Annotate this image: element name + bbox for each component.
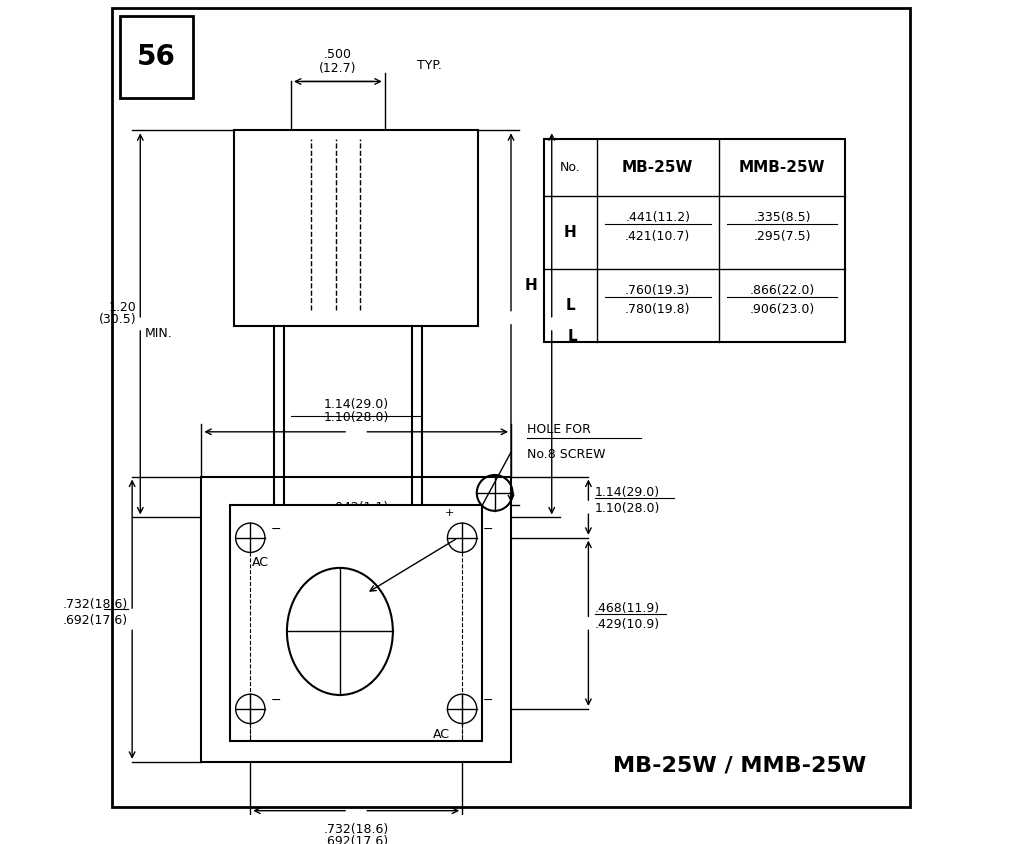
Text: .421(10.7): .421(10.7) xyxy=(625,230,690,243)
Bar xyxy=(120,16,193,98)
Text: (12.7): (12.7) xyxy=(319,62,357,75)
Text: 1.14(29.0): 1.14(29.0) xyxy=(595,486,660,499)
Text: TYP.: TYP. xyxy=(417,59,443,72)
Text: .780(19.8): .780(19.8) xyxy=(624,303,691,316)
Text: .429(10.9): .429(10.9) xyxy=(595,619,660,631)
Text: No.: No. xyxy=(560,160,580,174)
Bar xyxy=(201,477,511,762)
Text: .468(11.9): .468(11.9) xyxy=(595,602,660,615)
Text: .295(7.5): .295(7.5) xyxy=(753,230,810,243)
Text: AC: AC xyxy=(251,555,269,569)
Text: L: L xyxy=(565,298,575,313)
Text: No.8 SCREW: No.8 SCREW xyxy=(527,448,606,461)
Text: (30.5): (30.5) xyxy=(98,313,136,327)
Text: .732(18.6): .732(18.6) xyxy=(62,598,128,611)
Text: AC: AC xyxy=(433,728,451,741)
Text: L: L xyxy=(567,328,576,344)
Text: .692(17.6): .692(17.6) xyxy=(324,835,388,844)
Text: .906(23.0): .906(23.0) xyxy=(749,303,815,316)
Text: −: − xyxy=(482,694,493,707)
Text: −: − xyxy=(482,523,493,536)
Text: 56: 56 xyxy=(137,43,176,71)
Text: .760(19.3): .760(19.3) xyxy=(625,284,690,297)
Text: MB-25W: MB-25W xyxy=(622,160,693,175)
Text: .042(1.1): .042(1.1) xyxy=(332,500,389,514)
Text: MIN.: MIN. xyxy=(144,327,172,340)
Bar xyxy=(544,138,845,342)
Text: H: H xyxy=(564,225,576,240)
Text: .441(11.2): .441(11.2) xyxy=(625,211,690,224)
Text: −: − xyxy=(271,694,281,707)
Text: H: H xyxy=(525,278,538,293)
Bar xyxy=(230,506,482,741)
Text: 1.10(28.0): 1.10(28.0) xyxy=(324,411,389,424)
Text: 1.14(29.0): 1.14(29.0) xyxy=(324,398,388,412)
Text: 1.20: 1.20 xyxy=(108,301,136,314)
Text: .692(17.6): .692(17.6) xyxy=(63,614,128,627)
Text: .335(8.5): .335(8.5) xyxy=(753,211,810,224)
Text: MB-25W / MMB-25W: MB-25W / MMB-25W xyxy=(612,756,866,776)
Text: −: − xyxy=(271,523,281,536)
Text: .038(1.0): .038(1.0) xyxy=(332,513,389,526)
Text: +: + xyxy=(445,508,454,518)
Text: MMB-25W: MMB-25W xyxy=(739,160,825,175)
Bar xyxy=(234,130,478,326)
Text: .500: .500 xyxy=(324,48,352,61)
Text: 1.10(28.0): 1.10(28.0) xyxy=(595,502,660,516)
Text: .732(18.6): .732(18.6) xyxy=(324,823,388,836)
Text: .866(22.0): .866(22.0) xyxy=(749,284,815,297)
Text: HOLE FOR: HOLE FOR xyxy=(527,423,591,436)
